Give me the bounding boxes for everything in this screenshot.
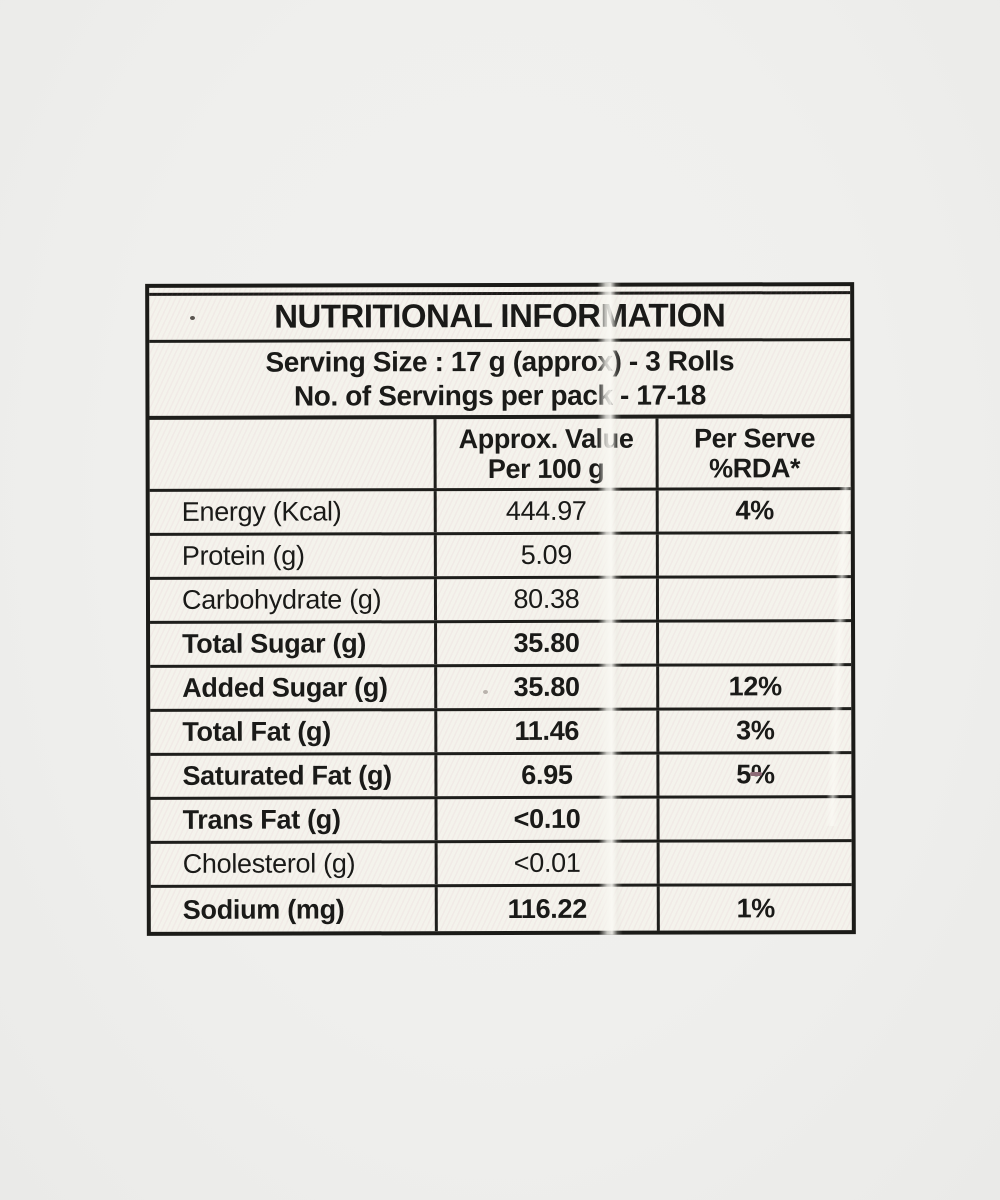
table-row-protein: Protein (g) 5.09 bbox=[149, 534, 851, 580]
nutrient-name: Total Fat (g) bbox=[182, 716, 331, 747]
nutrient-rda: 3% bbox=[656, 710, 852, 752]
table-row-total-fat: Total Fat (g) 11.46 3% bbox=[150, 710, 852, 756]
table-row-saturated-fat: Saturated Fat (g) 6.95 5% bbox=[150, 754, 852, 800]
table-row-trans-fat: Trans Fat (g) <0.10 bbox=[150, 798, 852, 844]
table-title: NUTRITIONAL INFORMATION bbox=[274, 296, 726, 335]
nutrient-name: Added Sugar (g) bbox=[182, 672, 388, 703]
nutrient-name: Saturated Fat (g) bbox=[182, 760, 392, 791]
nutrient-value: 80.38 bbox=[433, 578, 657, 621]
nutrition-table: NUTRITIONAL INFORMATION Serving Size : 1… bbox=[145, 282, 856, 936]
nutrient-value: <0.10 bbox=[434, 798, 657, 841]
nutrient-value: 444.97 bbox=[433, 490, 656, 533]
header-nutrient-cell bbox=[150, 419, 434, 489]
nutrient-value: <0.01 bbox=[434, 842, 657, 885]
header-rda-cell: Per Serve %RDA* bbox=[655, 418, 851, 488]
nutrient-rda: 1% bbox=[656, 886, 852, 931]
nutrient-value: 35.80 bbox=[434, 622, 657, 665]
nutrient-rda bbox=[655, 534, 851, 576]
serving-info-row: Serving Size : 17 g (approx) - 3 Rolls N… bbox=[149, 341, 851, 420]
table-title-row: NUTRITIONAL INFORMATION bbox=[149, 286, 851, 343]
nutrient-rda: 4% bbox=[655, 490, 851, 532]
nutrient-name: Total Sugar (g) bbox=[182, 628, 367, 659]
nutrient-rda bbox=[656, 842, 852, 884]
table-row-added-sugar: Added Sugar (g) 35.80 12% bbox=[150, 666, 852, 712]
nutrient-value: 5.09 bbox=[433, 534, 656, 577]
header-value-line2: Per 100 g bbox=[487, 453, 605, 484]
nutrient-value: 35.80 bbox=[434, 666, 657, 709]
nutrient-value: 11.46 bbox=[434, 710, 657, 753]
header-value-line1: Approx. Value bbox=[458, 423, 634, 454]
nutrient-name: Trans Fat (g) bbox=[182, 804, 341, 835]
nutrient-value: 116.22 bbox=[434, 886, 657, 932]
servings-per-pack-text: No. of Servings per pack - 17-18 bbox=[293, 378, 706, 412]
table-row-total-sugar: Total Sugar (g) 35.80 bbox=[150, 622, 852, 668]
nutrient-rda: 12% bbox=[656, 666, 852, 708]
nutrient-rda bbox=[656, 798, 852, 840]
table-row-carbohydrate: Carbohydrate (g) 80.38 bbox=[149, 578, 852, 624]
nutrient-name: Sodium (mg) bbox=[182, 893, 345, 925]
table-row-energy: Energy (Kcal) 444.97 4% bbox=[149, 490, 851, 536]
nutrient-rda: 5% bbox=[656, 754, 852, 796]
header-rda-line2: %RDA* bbox=[709, 452, 801, 483]
nutrient-rda bbox=[655, 578, 852, 620]
nutrient-name: Energy (Kcal) bbox=[181, 496, 342, 527]
nutrient-rda bbox=[656, 622, 852, 664]
nutrient-name: Cholesterol (g) bbox=[182, 848, 356, 879]
nutrient-name: Protein (g) bbox=[181, 540, 305, 571]
header-rda-line1: Per Serve bbox=[694, 422, 816, 453]
table-row-sodium: Sodium (mg) 116.22 1% bbox=[151, 886, 852, 932]
nutrient-value: 6.95 bbox=[434, 754, 657, 797]
header-value-cell: Approx. Value Per 100 g bbox=[433, 418, 656, 489]
column-header-row: Approx. Value Per 100 g Per Serve %RDA* bbox=[149, 418, 851, 492]
nutrient-name: Carbohydrate (g) bbox=[181, 584, 382, 615]
table-row-cholesterol: Cholesterol (g) <0.01 bbox=[150, 842, 852, 888]
serving-size-text: Serving Size : 17 g (approx) - 3 Rolls bbox=[265, 344, 735, 378]
